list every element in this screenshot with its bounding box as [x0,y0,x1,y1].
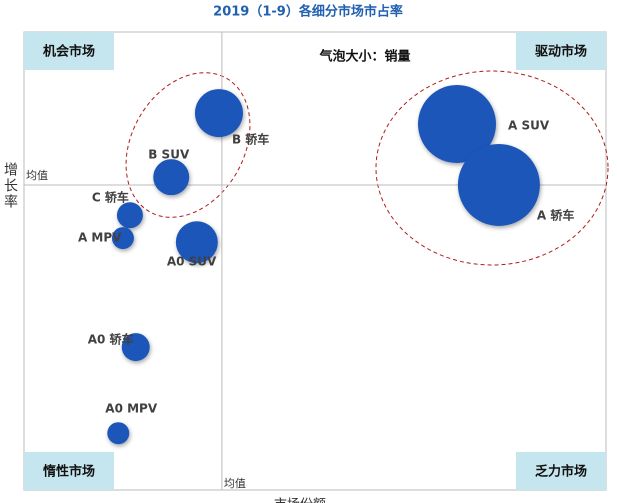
bubble [418,85,497,164]
bubble [121,333,150,362]
bubble-label: B 轿车 [232,132,269,147]
bubble [116,202,143,229]
quadrant-box [24,452,114,490]
quadrant-label: 惰性市场 [43,464,95,480]
group-ellipse [375,70,609,266]
bubble [111,227,134,250]
bubble-label: B SUV [148,148,190,162]
quadrant-box [516,32,606,70]
mean-label: 均值 [224,477,246,490]
plot-frame [23,31,607,491]
quadrant-box [516,452,606,490]
quadrant-label: 驱动市场 [535,44,587,60]
group-ellipse [125,72,251,218]
chart-title: 2019（1-9）各细分市场市占率 [213,4,403,20]
bubble [194,89,243,138]
quadrant-label: 乏力市场 [535,464,587,480]
bubble-label: C 轿车 [92,190,129,205]
bubble-label: A MPV [78,231,122,245]
bubble [107,422,130,445]
mean-label: 均值 [26,169,48,182]
bubble [153,159,190,196]
legend-note: 气泡大小：销量 [319,49,410,65]
quadrant-box [24,32,114,70]
bubble [175,221,218,264]
bubble [457,143,540,226]
x-axis-label: 市场份额 [274,497,326,503]
y-axis-label: 增长率 [2,162,18,210]
bubble-label: A0 SUV [167,255,217,269]
bubble-label: A0 MPV [105,402,158,416]
bubble-label: A SUV [508,119,550,133]
bubble-label: A0 轿车 [88,332,134,347]
quadrant-label: 机会市场 [43,44,95,60]
bubble-label: A 轿车 [537,207,574,222]
